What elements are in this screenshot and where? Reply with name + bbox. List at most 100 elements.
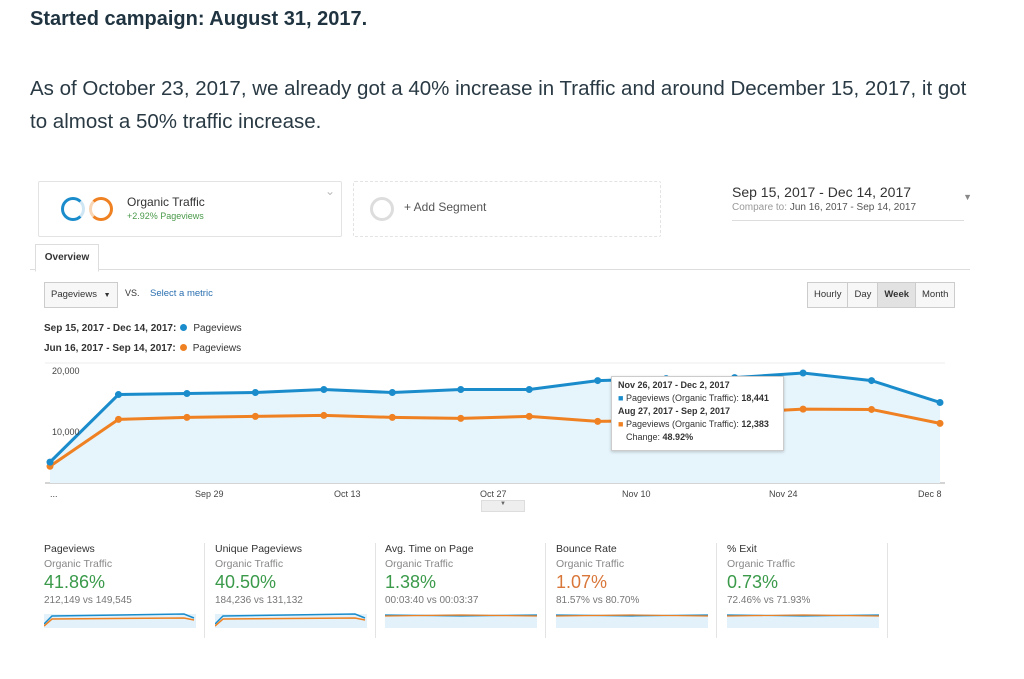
data-point[interactable] bbox=[251, 389, 259, 397]
segment-blue-ring-icon bbox=[61, 197, 85, 221]
card-value: 1.38% bbox=[385, 572, 437, 592]
chevron-down-icon[interactable]: ⌄ bbox=[325, 184, 336, 198]
data-point[interactable] bbox=[525, 386, 533, 394]
tooltip-current-label: Pageviews (Organic Traffic): bbox=[625, 393, 739, 403]
segment-sub: +2.92% Pageviews bbox=[127, 211, 204, 221]
card-value: 0.73% bbox=[727, 572, 779, 592]
tooltip-previous-range: Aug 27, 2017 - Sep 2, 2017 bbox=[618, 406, 731, 416]
legend-orange-dot-icon bbox=[179, 344, 187, 351]
card-compare: 212,149 vs 149,545 bbox=[44, 595, 132, 606]
tooltip-orange-marker-icon: ■ bbox=[618, 419, 624, 429]
data-point[interactable] bbox=[594, 377, 602, 385]
data-point[interactable] bbox=[525, 412, 533, 420]
card-compare: 00:03:40 vs 00:03:37 bbox=[385, 595, 479, 606]
x-tick: Oct 27 bbox=[480, 489, 507, 499]
data-point[interactable] bbox=[320, 386, 328, 394]
data-point[interactable] bbox=[868, 405, 876, 413]
card-title: Avg. Time on Page bbox=[385, 543, 474, 555]
granularity-group: Hourly Day Week Month bbox=[807, 282, 956, 308]
card-value: 41.86% bbox=[44, 572, 106, 592]
series-line-1 bbox=[49, 407, 941, 468]
legend-current-range: Sep 15, 2017 - Dec 14, 2017: bbox=[44, 323, 177, 334]
segment-orange-ring-icon bbox=[89, 197, 113, 221]
sparkline-previous bbox=[726, 614, 880, 617]
card-sparkline bbox=[43, 613, 196, 628]
article-paragraph: As of October 23, 2017, we already got a… bbox=[30, 77, 967, 133]
legend-blue-dot-icon bbox=[180, 324, 188, 331]
card-segment: Organic Traffic bbox=[727, 558, 796, 570]
card-sparkline bbox=[726, 614, 880, 628]
sparkline-previous bbox=[384, 614, 538, 617]
data-point[interactable] bbox=[46, 458, 54, 466]
metric-card[interactable]: % Exit Organic Traffic 0.73% 72.46% vs 7… bbox=[713, 543, 888, 638]
card-sparkline bbox=[384, 614, 538, 628]
metric-select[interactable]: Pageviews ▼ bbox=[44, 282, 118, 308]
data-point[interactable] bbox=[799, 369, 807, 377]
date-dropdown-icon: ▼ bbox=[963, 192, 972, 202]
sparkline-current bbox=[43, 613, 195, 625]
card-compare: 81.57% vs 80.70% bbox=[556, 595, 640, 606]
card-title: Bounce Rate bbox=[556, 543, 617, 555]
data-point[interactable] bbox=[183, 413, 191, 421]
metric-card[interactable]: Avg. Time on Page Organic Traffic 1.38% … bbox=[371, 543, 546, 638]
data-point[interactable] bbox=[320, 411, 328, 419]
segment-organic-traffic[interactable]: Organic Traffic +2.92% Pageviews ⌄ bbox=[38, 181, 342, 237]
data-point[interactable] bbox=[936, 419, 944, 427]
y-tick-20000: 20,000 bbox=[52, 366, 80, 376]
segment-name: Organic Traffic bbox=[127, 195, 205, 209]
granularity-month[interactable]: Month bbox=[916, 282, 956, 308]
add-segment-button[interactable]: + Add Segment bbox=[353, 181, 661, 237]
data-point[interactable] bbox=[388, 389, 396, 397]
data-point[interactable] bbox=[457, 414, 465, 422]
legend-previous: Jun 16, 2017 - Sep 14, 2017: Pageviews bbox=[44, 343, 241, 354]
tab-overview[interactable]: Overview bbox=[35, 244, 99, 272]
granularity-week[interactable]: Week bbox=[878, 282, 917, 308]
sparkline-area bbox=[556, 614, 708, 628]
data-point[interactable] bbox=[868, 377, 876, 385]
select-metric-link[interactable]: Select a metric bbox=[150, 288, 213, 299]
card-value: 1.07% bbox=[556, 572, 608, 592]
sparkline-area bbox=[727, 614, 879, 628]
card-sparkline bbox=[555, 614, 709, 628]
tooltip-current-value: 18,441 bbox=[741, 393, 769, 403]
tooltip-change-value: 48.92% bbox=[662, 432, 694, 442]
data-point[interactable] bbox=[251, 412, 259, 420]
data-point[interactable] bbox=[114, 415, 122, 423]
data-point[interactable] bbox=[114, 391, 122, 399]
granularity-hourly[interactable]: Hourly bbox=[807, 282, 849, 308]
x-tick: ... bbox=[50, 489, 58, 499]
card-title: Pageviews bbox=[44, 543, 95, 555]
date-range-picker[interactable]: Sep 15, 2017 - Dec 14, 2017 Compare to: … bbox=[732, 184, 972, 221]
data-point[interactable] bbox=[799, 405, 807, 413]
legend-current: Sep 15, 2017 - Dec 14, 2017: Pageviews bbox=[44, 323, 242, 334]
metric-card[interactable]: Unique Pageviews Organic Traffic 40.50% … bbox=[201, 543, 376, 638]
tooltip-current-range: Nov 26, 2017 - Dec 2, 2017 bbox=[618, 380, 730, 390]
tab-bar-divider bbox=[30, 269, 970, 270]
granularity-day[interactable]: Day bbox=[848, 282, 879, 308]
chart-collapse-handle[interactable]: ▼ bbox=[481, 500, 525, 512]
caret-down-icon: ▼ bbox=[103, 292, 111, 299]
card-sparkline bbox=[214, 613, 367, 628]
legend-current-metric: Pageviews bbox=[193, 323, 242, 334]
article-heading: Started campaign: August 31, 2017. bbox=[30, 8, 368, 30]
data-point[interactable] bbox=[936, 398, 944, 406]
sparkline-previous bbox=[555, 614, 709, 617]
chart-tooltip: Nov 26, 2017 - Dec 2, 2017 ■ Pageviews (… bbox=[611, 376, 784, 451]
metric-card[interactable]: Pageviews Organic Traffic 41.86% 212,149… bbox=[30, 543, 205, 638]
data-point[interactable] bbox=[388, 413, 396, 421]
card-title: % Exit bbox=[727, 543, 757, 555]
x-tick: Nov 10 bbox=[622, 489, 651, 499]
pageviews-chart bbox=[45, 362, 945, 484]
sparkline-previous bbox=[214, 617, 366, 627]
y-tick-10000: 10,000 bbox=[52, 427, 80, 437]
data-point[interactable] bbox=[457, 386, 465, 394]
legend-previous-metric: Pageviews bbox=[192, 343, 242, 354]
x-tick: Dec 8 bbox=[918, 489, 942, 499]
metric-card[interactable]: Bounce Rate Organic Traffic 1.07% 81.57%… bbox=[542, 543, 717, 638]
data-point[interactable] bbox=[594, 417, 602, 425]
empty-segment-icon bbox=[370, 197, 394, 221]
x-tick: Sep 29 bbox=[195, 489, 224, 499]
tooltip-previous-label: Pageviews (Organic Traffic): bbox=[625, 419, 739, 429]
card-value: 40.50% bbox=[215, 572, 277, 592]
data-point[interactable] bbox=[183, 390, 191, 398]
